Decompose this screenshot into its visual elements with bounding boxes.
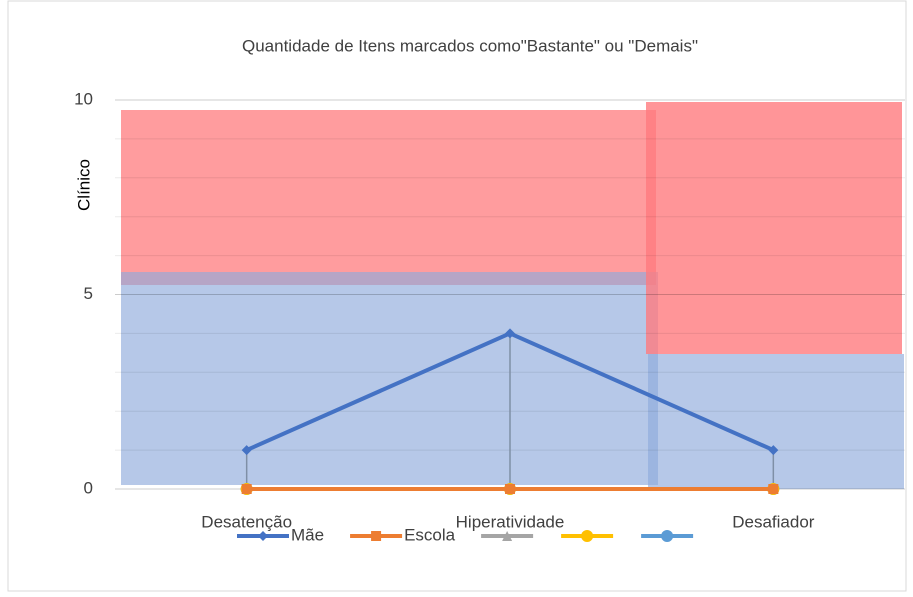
marker xyxy=(768,445,779,456)
marker xyxy=(505,484,515,494)
marker xyxy=(241,445,252,456)
legend-marker xyxy=(502,531,513,541)
legend-marker xyxy=(258,531,268,541)
marker xyxy=(768,484,779,494)
marker xyxy=(241,484,252,494)
normal-region xyxy=(121,272,658,485)
y-tick-label: 10 xyxy=(74,89,93,108)
regions xyxy=(121,102,904,489)
normal-region xyxy=(648,354,904,489)
y-axis-label: Clínico xyxy=(74,159,93,211)
legend-label: Mãe xyxy=(291,525,324,544)
legend-marker xyxy=(661,530,674,542)
x-tick-label: Desatenção xyxy=(201,512,292,531)
clinical-region xyxy=(121,110,656,285)
y-tick-label: 0 xyxy=(84,478,93,497)
chart-title: Quantidade de Itens marcados como"Bastan… xyxy=(242,36,698,55)
x-tick-label: Desafiador xyxy=(732,512,815,531)
y-tick-label: 5 xyxy=(84,284,93,303)
clinical-region xyxy=(646,102,902,354)
legend-marker xyxy=(581,530,594,542)
legend-marker xyxy=(371,531,382,541)
marker xyxy=(505,328,515,339)
x-tick-label: Hiperatividade xyxy=(456,512,565,531)
legend-label: Escola xyxy=(404,525,456,544)
